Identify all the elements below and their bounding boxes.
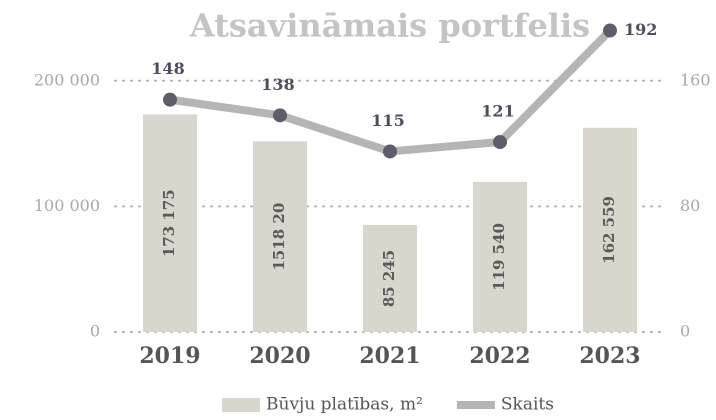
line-marker [603, 23, 617, 38]
x-tick-label: 2022 [469, 343, 530, 369]
x-tick-label: 2020 [249, 343, 310, 369]
bar [583, 127, 637, 332]
point-label: 148 [151, 59, 184, 78]
legend-swatch [222, 398, 260, 412]
bar [253, 141, 307, 332]
bar [363, 224, 417, 332]
line-marker [493, 135, 507, 150]
bar-label: 162 559 [600, 196, 618, 264]
y-tick-label: 200 000 [34, 70, 100, 89]
point-label: 192 [624, 20, 657, 39]
y2-tick-label: 80 [680, 196, 700, 215]
point-label: 115 [371, 111, 404, 130]
point-label: 138 [261, 75, 294, 94]
legend-label: Skaits [501, 395, 554, 415]
line-marker [163, 92, 177, 107]
y2-tick-label: 160 [680, 70, 711, 89]
y-tick-label: 100 000 [34, 196, 100, 215]
line-marker [383, 144, 397, 159]
x-tick-label: 2019 [139, 343, 200, 369]
bar [143, 114, 197, 332]
y2-tick-label: 0 [680, 322, 690, 341]
bar-label: 119 540 [490, 223, 508, 291]
bar-label: 85 245 [380, 250, 398, 307]
chart-title: Atsavināmais portfelis [189, 7, 590, 45]
line-marker [273, 108, 287, 123]
bar-label: 1518 20 [270, 203, 288, 271]
line [169, 27, 613, 156]
bar [473, 181, 527, 332]
y-tick-label: 0 [90, 322, 100, 341]
bar-label: 173 175 [160, 189, 178, 257]
point-label: 121 [481, 102, 514, 121]
x-tick-label: 2023 [579, 343, 640, 369]
x-tick-label: 2021 [359, 343, 420, 369]
legend-label: Būvju platības, m² [266, 395, 423, 415]
